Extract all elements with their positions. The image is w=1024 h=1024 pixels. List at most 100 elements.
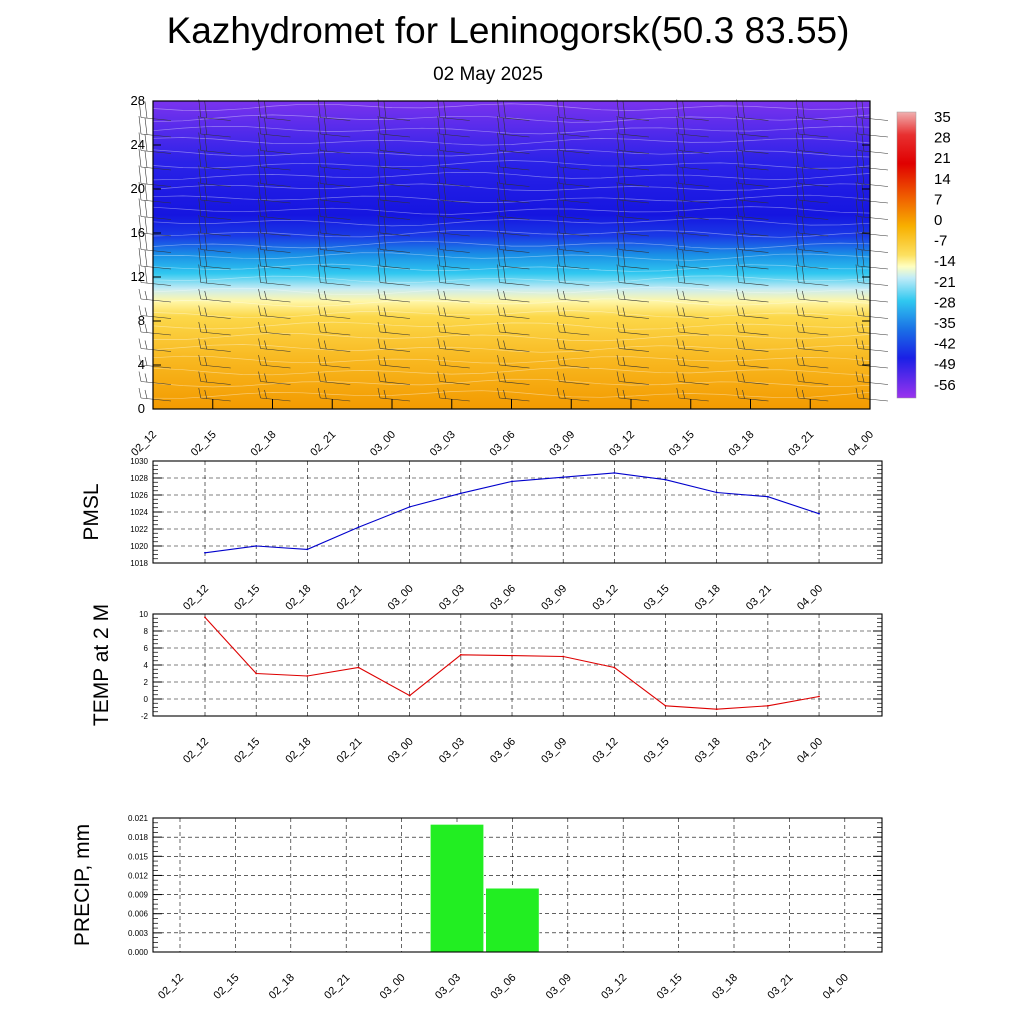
wind-barb-staff — [140, 183, 172, 187]
wind-barb-flag — [801, 340, 805, 350]
y-tick-label: 20 — [131, 181, 145, 196]
wind-barb-staff — [798, 117, 829, 121]
wind-barb-flag — [138, 305, 142, 316]
y-tick-label: 6 — [144, 644, 149, 653]
wind-barb-staff — [857, 381, 889, 385]
wind-barb-flag — [138, 214, 142, 234]
wind-barb-flag — [258, 148, 261, 168]
wind-barb-flag — [258, 132, 261, 151]
wind-barb-flag — [377, 231, 381, 250]
wind-barb-flag — [323, 117, 327, 135]
wind-barb-staff — [738, 232, 769, 237]
wind-barb-flag — [861, 216, 865, 234]
wind-barb-staff — [499, 348, 530, 352]
wind-barb-flag — [323, 266, 327, 284]
wind-barb-flag — [377, 288, 381, 300]
wind-barb-flag — [562, 266, 566, 284]
x-tick-label: 04_00 — [846, 429, 876, 459]
wind-barb-flag — [682, 266, 686, 284]
contour-line — [152, 355, 871, 364]
wind-barb-flag — [736, 99, 739, 118]
wind-barb-staff — [618, 397, 650, 402]
x-tick-label: 03_03 — [437, 583, 467, 613]
wind-barb-flag — [855, 198, 859, 217]
wind-barb-flag — [562, 307, 566, 317]
y-tick-label: 0.006 — [128, 910, 149, 919]
bar — [429, 824, 484, 953]
x-tick-label: 02_21 — [322, 972, 352, 1002]
wind-barb-flag — [736, 214, 739, 234]
wind-barb-flag — [556, 132, 560, 151]
wind-barb-staff — [200, 381, 231, 385]
cross-section-field — [153, 101, 870, 409]
wind-barb-staff — [559, 199, 590, 204]
wind-barb-staff — [499, 117, 530, 121]
x-tick-label: 03_18 — [710, 972, 740, 1002]
wind-barb-flag — [742, 290, 745, 300]
colorbar-label: 14 — [934, 171, 951, 188]
wind-barb-flag — [198, 198, 202, 217]
wind-barb-staff — [260, 150, 291, 154]
wind-barb-staff — [559, 315, 590, 319]
contour-line — [152, 367, 871, 376]
wind-barb-flag — [676, 181, 680, 201]
wind-barb-flag — [317, 321, 321, 333]
wind-barb-staff — [618, 282, 650, 286]
wind-barb-flag — [562, 117, 566, 135]
wind-barb-flag — [443, 373, 447, 383]
y-tick-label: -2 — [141, 712, 149, 721]
wind-barb-flag — [742, 307, 745, 317]
wind-barb-staff — [618, 199, 650, 204]
wind-barb-flag — [437, 214, 441, 234]
wind-barb-staff — [439, 265, 470, 270]
wind-barb-staff — [618, 364, 650, 369]
wind-barb-flag — [437, 165, 441, 184]
wind-barb-staff — [738, 166, 769, 171]
x-tick-label: 02_15 — [232, 736, 262, 766]
wind-barb-staff — [559, 133, 590, 138]
wind-barb-flag — [562, 150, 566, 168]
wind-barb-flag — [742, 117, 745, 135]
wind-barb-flag — [736, 165, 739, 184]
wind-barb-flag — [616, 247, 620, 267]
wind-barb-flag — [144, 183, 148, 201]
x-tick-label: 03_09 — [544, 972, 574, 1002]
wind-barb-flag — [138, 99, 142, 118]
wind-barb-flag — [616, 181, 620, 201]
wind-barb-flag — [204, 290, 208, 300]
wind-barb-flag — [198, 371, 202, 382]
wind-barb-flag — [204, 266, 208, 284]
wind-barb-flag — [204, 200, 208, 218]
wind-barb-flag — [562, 356, 566, 366]
wind-barb-flag — [258, 387, 261, 399]
wind-barb-staff — [738, 249, 769, 253]
wind-barb-flag — [855, 338, 859, 349]
wind-barb-staff — [618, 381, 650, 385]
wind-barb-flag — [855, 148, 859, 168]
x-tick-label: 03_00 — [378, 972, 408, 1002]
wind-barb-staff — [499, 315, 530, 319]
wind-barb-flag — [383, 249, 387, 267]
contour-line — [152, 160, 871, 169]
wind-barb-flag — [616, 148, 620, 168]
wind-barb-flag — [795, 321, 799, 333]
wind-barb-flag — [138, 321, 142, 333]
wind-barb-flag — [497, 371, 500, 382]
wind-barb-staff — [200, 397, 231, 402]
wind-barb-flag — [497, 387, 500, 399]
wind-barb-staff — [738, 216, 769, 220]
wind-barb-flag — [144, 134, 148, 152]
x-tick-label: 03_21 — [744, 583, 774, 613]
wind-barb-flag — [377, 338, 381, 349]
wind-barb-flag — [742, 340, 745, 350]
wind-barb-flag — [616, 371, 620, 382]
wind-barb-flag — [323, 150, 327, 168]
wind-barb-flag — [682, 290, 686, 300]
data-point — [562, 655, 565, 658]
wind-barb-flag — [801, 307, 805, 317]
wind-barb-staff — [439, 216, 470, 220]
wind-barb-flag — [144, 233, 148, 251]
chart-title: Kazhydromet for Leninogorsk(50.3 83.55) — [166, 10, 850, 51]
y-axis-label: TEMP at 2 M — [90, 604, 113, 726]
wind-barb-flag — [676, 387, 680, 399]
